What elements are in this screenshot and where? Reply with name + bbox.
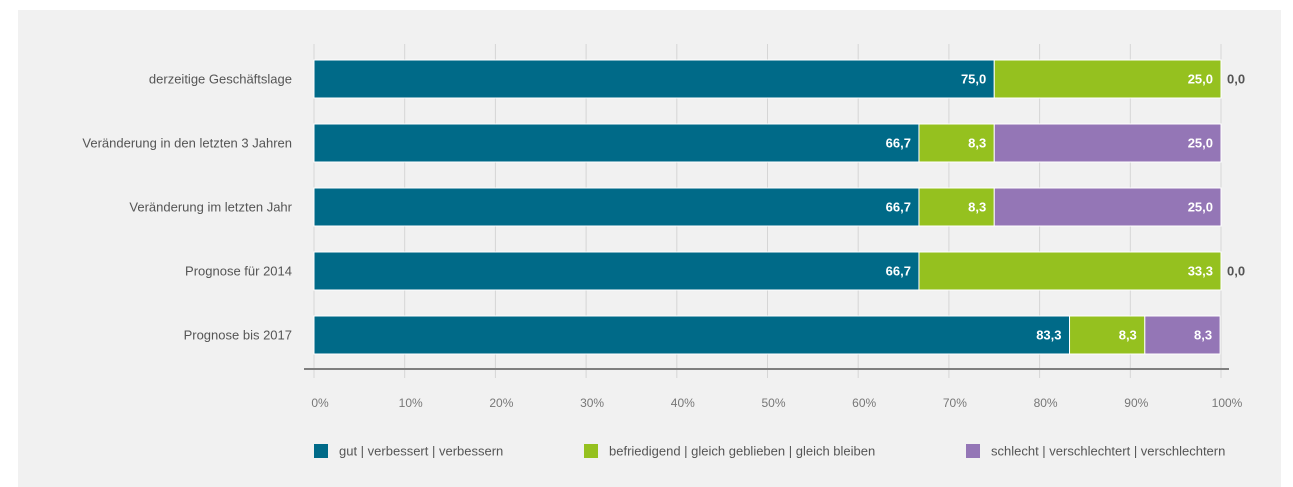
bar-segment: [1069, 315, 1146, 355]
legend-swatch: [314, 444, 328, 458]
data-label: 8,3: [968, 136, 986, 151]
bar-segment: [1144, 315, 1221, 355]
category-label: Veränderung im letzten Jahr: [129, 200, 292, 215]
bar-segment: [313, 315, 1071, 355]
data-label: 75,0: [961, 72, 986, 87]
x-axis: 0% 10% 20% 30% 40% 50% 60% 70% 80% 90% 100%: [304, 368, 1243, 410]
legend: gut | verbessert | verbessern befriedigen…: [314, 444, 1225, 459]
data-label: 8,3: [1119, 328, 1137, 343]
category-label: Veränderung in den letzten 3 Jahren: [82, 136, 292, 151]
bar-segment: [313, 123, 920, 163]
x-tick-label: 10%: [399, 396, 423, 410]
bar-segment: [918, 251, 1222, 291]
legend-label: gut | verbessert | verbessern: [339, 444, 503, 459]
bars: derzeitige Geschäftslage 75,0 25,0 0,0 Verän…: [82, 59, 1245, 355]
legend-swatch: [584, 444, 598, 458]
bar-segment: [313, 251, 920, 291]
bar-segment: [993, 59, 1222, 99]
x-tick-label: 30%: [580, 396, 604, 410]
bar-segment: [993, 187, 1222, 227]
data-label: 66,7: [886, 136, 911, 151]
data-label: 8,3: [968, 200, 986, 215]
x-tick-label: 60%: [852, 396, 876, 410]
x-tick-label: 20%: [489, 396, 513, 410]
x-tick-label: 0%: [311, 396, 329, 410]
bar-segment: [993, 123, 1222, 163]
x-tick-label: 80%: [1034, 396, 1058, 410]
data-label: 0,0: [1227, 72, 1245, 87]
bar-segment: [313, 187, 920, 227]
legend-label: schlecht | verschlechtert | verschlechte…: [991, 444, 1225, 459]
x-tick-label: 40%: [671, 396, 695, 410]
data-label: 25,0: [1188, 136, 1213, 151]
data-label: 66,7: [886, 200, 911, 215]
data-label: 25,0: [1188, 72, 1213, 87]
data-label: 66,7: [886, 264, 911, 279]
category-label: Prognose bis 2017: [184, 328, 292, 343]
x-tick-label: 90%: [1124, 396, 1148, 410]
legend-label: befriedigend | gleich geblieben | gleich…: [609, 444, 875, 459]
data-label: 25,0: [1188, 200, 1213, 215]
data-label: 83,3: [1036, 328, 1061, 343]
x-tick-label: 100%: [1212, 396, 1243, 410]
category-label: Prognose für 2014: [185, 264, 292, 279]
data-label: 33,3: [1188, 264, 1213, 279]
legend-swatch: [966, 444, 980, 458]
data-label: 0,0: [1227, 264, 1245, 279]
x-tick-label: 50%: [761, 396, 785, 410]
bar-segment: [313, 59, 995, 99]
category-label: derzeitige Geschäftslage: [149, 72, 292, 87]
x-tick-label: 70%: [943, 396, 967, 410]
data-label: 8,3: [1194, 328, 1212, 343]
